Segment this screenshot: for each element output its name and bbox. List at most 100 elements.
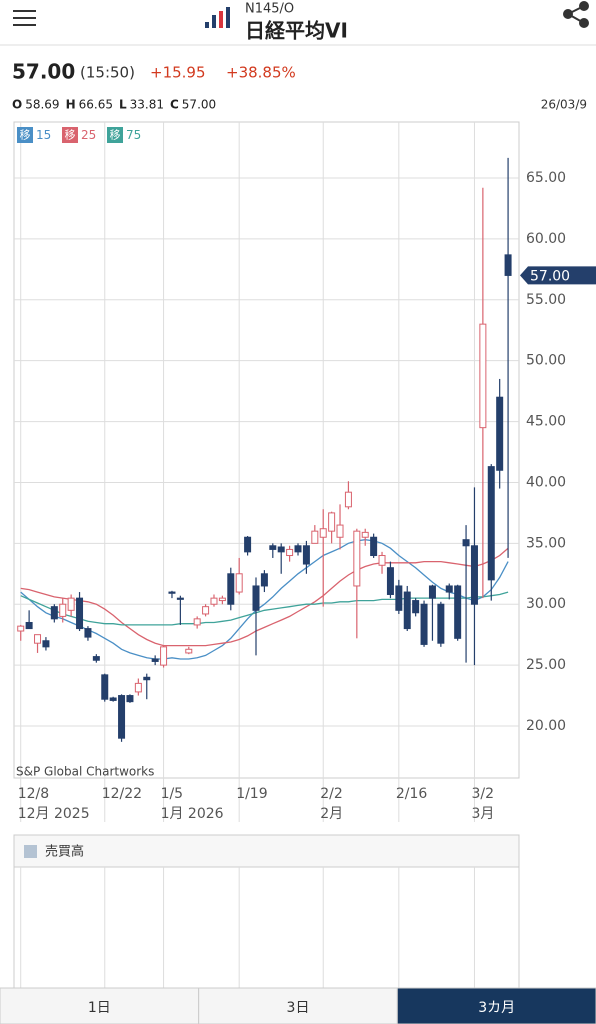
time: (15:50) [80, 64, 135, 82]
share-button[interactable] [563, 1, 589, 28]
candle-body [151, 658, 159, 662]
candle-body [403, 591, 411, 630]
candle-body [454, 585, 462, 639]
candle-body [126, 695, 134, 703]
candle-body [420, 603, 428, 645]
menu-button[interactable] [12, 8, 38, 30]
ohlc-value: 57.00 [182, 98, 216, 112]
ma-line [20, 539, 509, 660]
candle-body [25, 621, 33, 630]
candle-body [42, 640, 50, 648]
legend-label: 15 [36, 128, 51, 142]
candle-body [336, 524, 344, 538]
candle-body [496, 396, 504, 471]
y-tick-label: 35.00 [526, 535, 566, 551]
candle-body [353, 530, 361, 587]
x-month-label: 3月 [471, 806, 494, 822]
candle-body [34, 634, 42, 644]
ma-line [20, 591, 509, 626]
y-tick-label: 45.00 [526, 414, 566, 430]
candle-body [487, 466, 495, 581]
change: +15.95 [150, 64, 206, 82]
candle-body [260, 573, 268, 587]
ohlc-key: L [119, 98, 127, 112]
candle-body [302, 545, 310, 565]
x-tick-label: 12/22 [102, 786, 142, 802]
price: 57.00 [12, 60, 75, 84]
tab-label: 3日 [287, 1000, 310, 1016]
ohlc-value: 33.81 [130, 98, 164, 112]
x-tick-label: 1/19 [236, 786, 267, 802]
volume-header [13, 834, 520, 868]
ma-line [20, 547, 509, 647]
candle-body [185, 648, 193, 654]
x-month-label: 12月 2025 [18, 806, 90, 822]
x-month-label: 1月 2026 [161, 806, 224, 822]
tab[interactable]: 3カ月 [396, 987, 596, 1024]
tab-bg [396, 987, 596, 1024]
plot-frame [13, 121, 520, 779]
x-tick-label: 1/5 [161, 786, 184, 802]
candle-body [50, 606, 58, 620]
candle-body [59, 603, 67, 617]
legend-chip [17, 127, 33, 143]
candle-body [84, 628, 92, 638]
ohlc-key: O [12, 98, 22, 112]
tab[interactable]: 3日 [198, 987, 398, 1024]
tab[interactable]: 1日 [0, 987, 200, 1024]
candle-body [202, 606, 210, 615]
legend-chip-label: 移 [20, 129, 31, 142]
candle-body [319, 528, 327, 538]
legend-chip [107, 127, 123, 143]
legend-label: 75 [126, 128, 141, 142]
candle-body [277, 546, 285, 553]
x-tick-label: 2/16 [396, 786, 428, 802]
legend-chip-label: 移 [110, 129, 121, 142]
candle-body [479, 323, 487, 429]
y-tick-label: 60.00 [526, 231, 566, 247]
candle-body [445, 585, 453, 593]
candle-body [17, 625, 25, 632]
candle-body [67, 597, 75, 611]
candle-body [168, 591, 176, 594]
code: N145/O [245, 2, 294, 17]
legend-label: 25 [81, 128, 96, 142]
candle-body [118, 695, 126, 739]
candle-body [395, 585, 403, 611]
candle-body [109, 697, 117, 701]
y-tick-label: 65.00 [526, 170, 566, 186]
x-tick-label: 12/8 [18, 786, 49, 802]
credit: S&P Global Chartworks [16, 765, 154, 779]
tab-label: 1日 [88, 1000, 111, 1016]
ohlc-value: 66.65 [79, 98, 113, 112]
candle-body [269, 545, 277, 550]
x-tick-label: 3/2 [471, 786, 494, 802]
candle-body [361, 531, 369, 538]
candle-body [286, 548, 294, 557]
y-tick-label: 25.00 [526, 657, 566, 673]
y-tick-label: 20.00 [526, 718, 566, 734]
candle-body [294, 545, 302, 553]
logo [205, 7, 230, 28]
candle-body [412, 600, 420, 614]
candle-body [244, 536, 252, 553]
candle-body [428, 585, 436, 599]
candle-body [160, 646, 168, 666]
volume-legend-chip [24, 845, 37, 858]
candle-body [176, 597, 184, 600]
ohlc-key: H [66, 98, 76, 112]
tab-bg [0, 987, 200, 1024]
candle-body [504, 254, 512, 276]
ohlc-value: 58.69 [25, 98, 59, 112]
candle-body [252, 585, 260, 611]
y-tick-label: 50.00 [526, 353, 566, 369]
last-price-tag [520, 266, 596, 285]
legend-chip [62, 127, 78, 143]
candle-body [92, 656, 100, 661]
candle-body [218, 597, 226, 602]
candle-body [76, 597, 84, 630]
candle-body [378, 555, 386, 566]
candle-body [311, 530, 319, 544]
